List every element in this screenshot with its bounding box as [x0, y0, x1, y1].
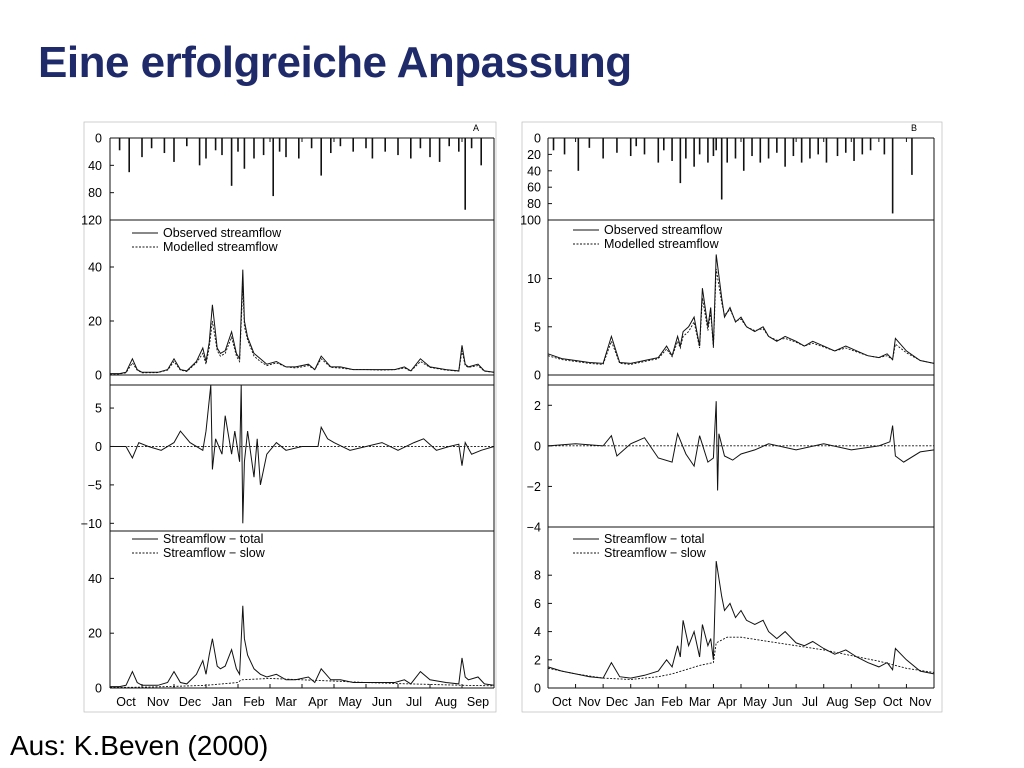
y-tick-label: 0	[95, 369, 102, 383]
y-tick-label: 5	[534, 320, 541, 334]
y-tick-label: 20	[527, 148, 541, 162]
month-label: Nov	[578, 695, 601, 709]
y-tick-label: 80	[88, 186, 102, 200]
panel-label: B	[911, 123, 917, 133]
legend-label: Modelled streamflow	[604, 237, 720, 251]
y-tick-label: 40	[527, 164, 541, 178]
month-label: Jun	[772, 695, 792, 709]
y-tick-label: 2	[534, 399, 541, 413]
month-label: Oct	[883, 695, 903, 709]
y-tick-label: 80	[527, 197, 541, 211]
month-label: Jul	[802, 695, 818, 709]
legend-label: Modelled streamflow	[163, 240, 279, 254]
y-tick-label: 20	[88, 315, 102, 329]
observed-line	[547, 254, 935, 364]
month-label: Nov	[147, 695, 170, 709]
panel-a-frame	[83, 121, 497, 713]
y-tick-label: 0	[534, 132, 541, 146]
y-tick-label: −5	[88, 478, 102, 492]
legend-label: Observed streamflow	[163, 226, 282, 240]
month-label: Mar	[689, 695, 711, 709]
month-label: Feb	[661, 695, 683, 709]
y-tick-label: −4	[527, 521, 541, 535]
source-caption: Aus: K.Beven (2000)	[10, 730, 269, 761]
y-tick-label: 0	[534, 369, 541, 383]
month-label: Sep	[854, 695, 876, 709]
y-tick-label: −10	[81, 517, 102, 531]
y-tick-label: 8	[534, 569, 541, 583]
y-tick-label: 20	[88, 627, 102, 641]
month-label: May	[743, 695, 767, 709]
month-label: Apr	[308, 695, 327, 709]
y-tick-label: 4	[534, 625, 541, 639]
month-label: Mar	[275, 695, 297, 709]
month-label: Aug	[435, 695, 457, 709]
panel-b: B Oct Nov Dec Jan Feb Mar Apr May Jun Jul Aug Sep Oct…	[520, 123, 935, 709]
month-label: Jul	[406, 695, 422, 709]
total-flow-line	[547, 561, 935, 679]
observed-line	[110, 269, 495, 375]
month-label: Dec	[179, 695, 201, 709]
panel-label: A	[473, 123, 479, 133]
legend-label: Streamflow − total	[163, 532, 263, 546]
y-tick-label: 0	[534, 682, 541, 696]
legend-label: Observed streamflow	[604, 223, 723, 237]
slow-flow-line	[109, 677, 495, 688]
month-label: Oct	[116, 695, 136, 709]
legend-label: Streamflow − slow	[163, 546, 266, 560]
y-tick-label: 0	[95, 440, 102, 454]
y-tick-label: 10	[527, 272, 541, 286]
y-tick-label: 0	[95, 132, 102, 146]
y-tick-label: 0	[534, 439, 541, 453]
y-tick-label: 120	[81, 214, 102, 228]
y-tick-label: 100	[520, 214, 541, 228]
panel-b-frame	[521, 121, 943, 713]
month-label: Jan	[212, 695, 232, 709]
total-flow-line	[110, 605, 495, 688]
month-label: Apr	[717, 695, 736, 709]
modelled-line	[110, 285, 495, 375]
month-label: Sep	[467, 695, 489, 709]
month-label: Jun	[372, 695, 392, 709]
slow-flow-line	[547, 636, 935, 680]
month-label: Nov	[909, 695, 932, 709]
month-label: Jan	[634, 695, 654, 709]
y-tick-label: 40	[88, 572, 102, 586]
page-title: Eine erfolgreiche Anpassung	[38, 38, 632, 87]
y-tick-label: 0	[95, 682, 102, 696]
month-label: Aug	[826, 695, 848, 709]
y-tick-label: 6	[534, 597, 541, 611]
y-tick-label: 2	[534, 653, 541, 667]
y-tick-label: 40	[88, 159, 102, 173]
month-label: Oct	[552, 695, 572, 709]
month-label: Dec	[606, 695, 628, 709]
modelled-line	[547, 268, 935, 365]
residual-line	[547, 401, 935, 491]
month-label: May	[338, 695, 362, 709]
legend-label: Streamflow − slow	[604, 546, 707, 560]
y-tick-label: 5	[95, 402, 102, 416]
y-tick-label: −2	[527, 480, 541, 494]
month-label: Feb	[243, 695, 265, 709]
legend-label: Streamflow − total	[604, 532, 704, 546]
y-tick-label: 40	[88, 261, 102, 275]
residual-line	[110, 384, 495, 524]
y-tick-label: 60	[527, 181, 541, 195]
panel-a: A Oct Nov Dec Jan Feb Mar Apr May Jun Jul Aug Sep 0 40…	[81, 123, 495, 709]
